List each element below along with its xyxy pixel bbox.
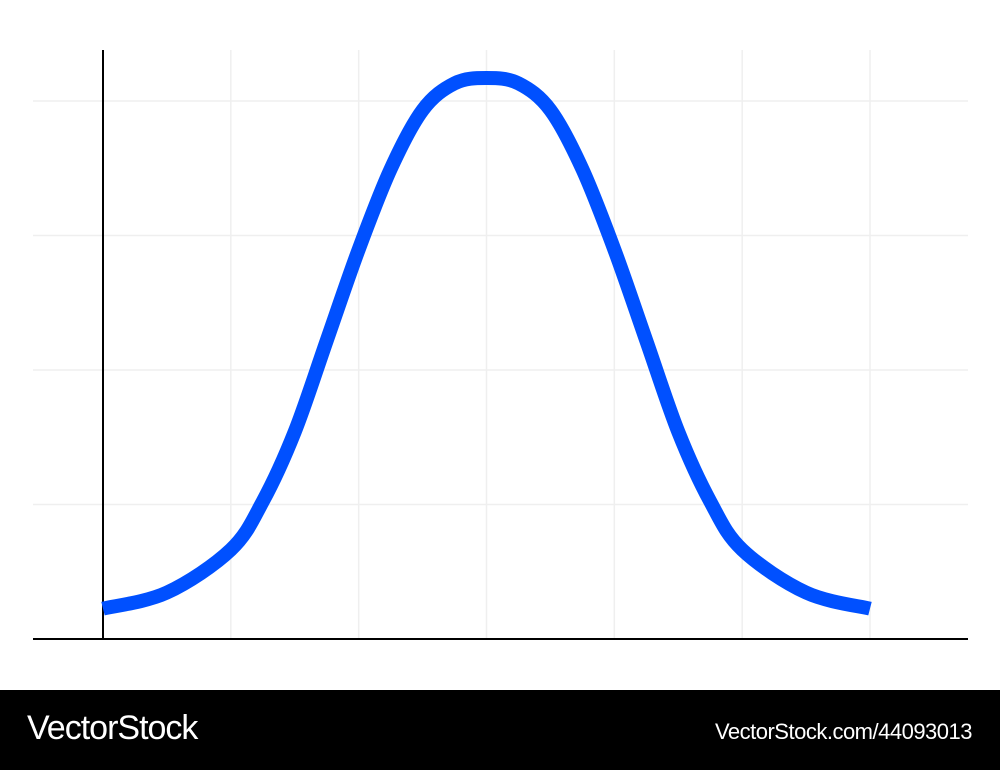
series-line: [101, 71, 872, 616]
chart-area: [33, 50, 968, 640]
axes: [33, 50, 968, 640]
grid: [33, 50, 968, 639]
series-layer: [101, 71, 872, 616]
watermark-id: VectorStock.com/44093013: [714, 719, 973, 744]
watermark-bar: VectorStock VectorStock.com/44093013: [0, 690, 1000, 770]
bell-curve-chart: [33, 50, 968, 640]
watermark-logo: VectorStock: [27, 709, 198, 747]
